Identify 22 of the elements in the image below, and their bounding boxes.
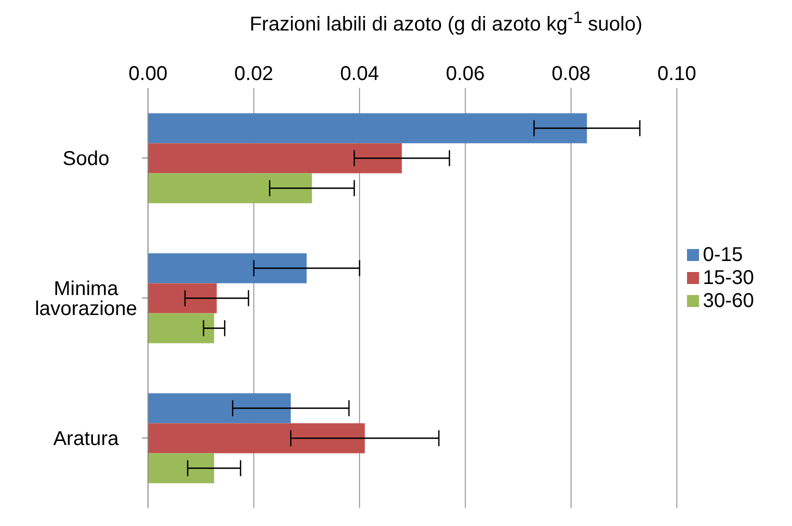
- x-tick-label: 0.06: [446, 63, 485, 85]
- bar: [148, 423, 365, 454]
- legend-label: 15-30: [702, 266, 754, 288]
- x-tick-label: 0.10: [657, 63, 696, 85]
- y-tick-label: Aratura: [53, 428, 120, 450]
- legend-label: 30-60: [702, 290, 754, 312]
- bar: [148, 393, 291, 424]
- y-tick-label: Minima lavorazione: [34, 278, 138, 320]
- bar: [148, 313, 214, 344]
- bar: [148, 283, 217, 314]
- bar: [148, 143, 402, 174]
- chart-title: Frazioni labili di azoto (g di azoto kg$^{-1}$ suolo): [248, 8, 644, 38]
- y-tick-label: Sodo: [62, 148, 110, 170]
- bar: [148, 253, 307, 284]
- x-tick-label: 0.08: [552, 63, 591, 85]
- x-tick-label: 0.02: [234, 63, 274, 85]
- bar: [148, 173, 312, 204]
- x-tick-label: 0.00: [128, 63, 168, 85]
- x-tick-label: 0.04: [340, 63, 380, 85]
- legend-label: 0-15: [702, 244, 743, 266]
- bar: [148, 113, 587, 144]
- bar: [148, 453, 214, 484]
